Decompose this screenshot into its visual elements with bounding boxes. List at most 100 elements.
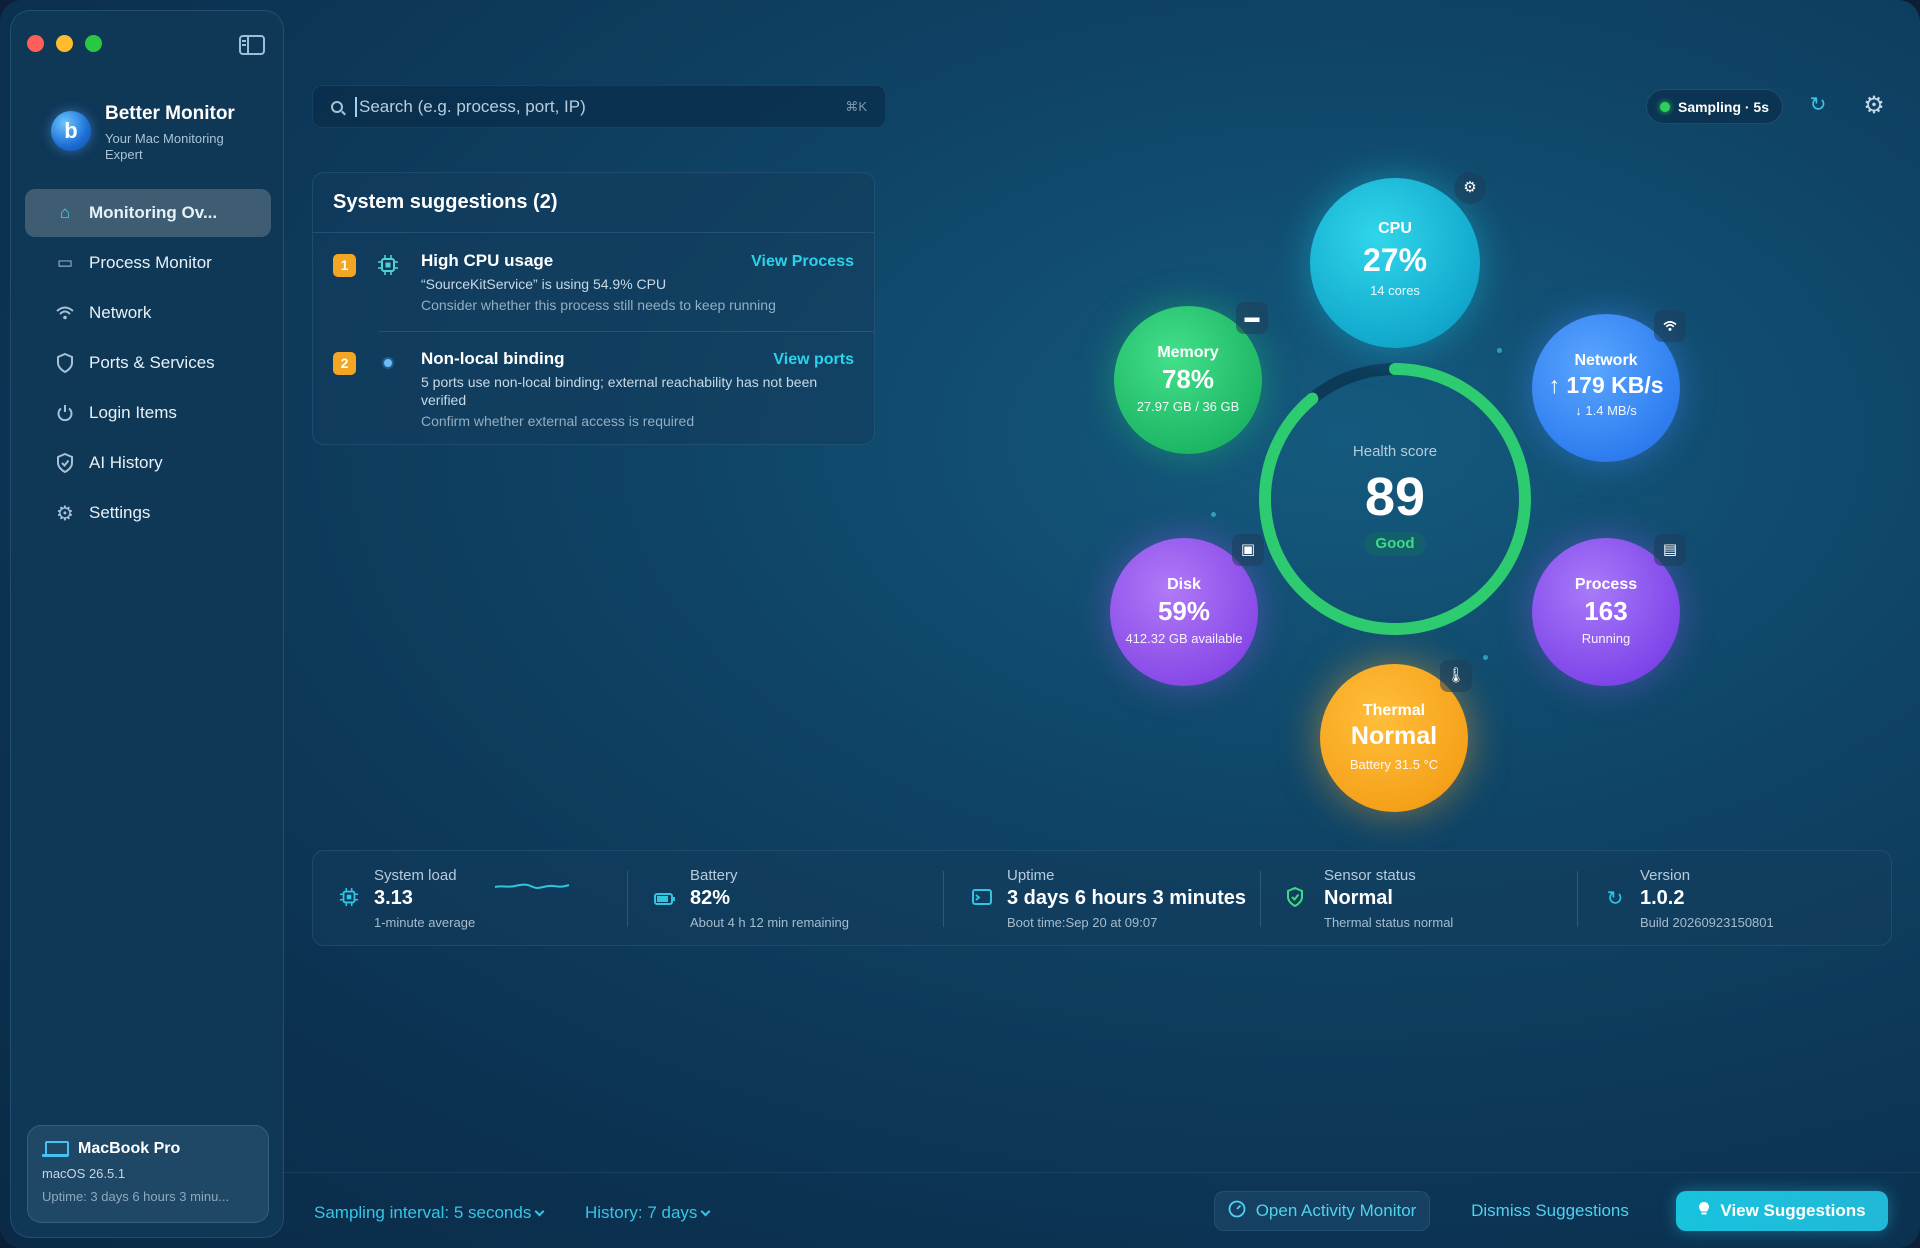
cpu-bubble[interactable]: ⚙ CPU 27% 14 cores [1310, 172, 1486, 348]
sidebar-item-label: Settings [89, 503, 151, 522]
sidebar-toggle-icon[interactable] [239, 35, 265, 55]
stat-version: ↻ Version 1.0.2 Build 20260923150801 [1579, 865, 1879, 935]
stat-sub: Boot time:Sep 20 at 09:07 [1007, 915, 1158, 930]
load-sparkline [494, 883, 570, 889]
minimize-window-button[interactable] [56, 35, 73, 52]
disk-bubble[interactable]: ▣ Disk 59% 412.32 GB available [1110, 534, 1264, 686]
dismiss-suggestions-button[interactable]: Dismiss Suggestions [1462, 1191, 1638, 1231]
open-activity-monitor-label: Open Activity Monitor [1255, 1201, 1417, 1220]
wifi-icon [1654, 310, 1686, 342]
settings-gear-icon[interactable]: ⚙ [1863, 92, 1885, 119]
thermal-bubble[interactable]: 🌡 Thermal Normal Battery 31.5 °C [1320, 660, 1472, 812]
app-name: Better Monitor [105, 103, 235, 124]
suggestion-description: 5 ports use non-local binding; external … [421, 374, 818, 408]
health-score-ring [1259, 363, 1531, 635]
footer-bar: Sampling interval: 5 seconds History: 7 … [284, 1172, 1920, 1248]
sidebar-item-label: Login Items [89, 403, 177, 422]
brand: b Better Monitor Your Mac Monitoring Exp… [51, 103, 255, 163]
search-shortcut: ⌘K [845, 98, 867, 114]
sidebar-item-label: Process Monitor [89, 253, 212, 272]
memory-bubble[interactable]: ▬ Memory 78% 27.97 GB / 36 GB [1114, 302, 1268, 454]
stat-value: 82% [690, 887, 731, 909]
network-bubble[interactable]: Network ↑ 179 KB/s ↓ 1.4 MB/s [1532, 310, 1686, 462]
refresh-icon: ↻ [1606, 888, 1624, 910]
sidebar-item-label: AI History [89, 453, 163, 472]
stat-label: Uptime [1007, 867, 1055, 884]
device-os: macOS 26.5.1 [42, 1166, 126, 1181]
laptop-icon [42, 1141, 69, 1157]
monitor-icon: ▭ [56, 253, 74, 272]
app-tagline: Your Mac Monitoring Expert [105, 131, 224, 162]
sidebar-item-label: Monitoring Ov... [89, 203, 218, 222]
history-dropdown[interactable]: History: 7 days [585, 1203, 711, 1223]
suggestion-item: 2 Non-local binding View ports 5 ports u… [333, 349, 854, 435]
process-value: 163 [1584, 596, 1628, 626]
memory-value: 78% [1161, 364, 1215, 394]
dismiss-suggestions-label: Dismiss Suggestions [1471, 1201, 1629, 1220]
stat-value: 3.13 [374, 887, 413, 909]
stat-uptime: Uptime 3 days 6 hours 3 minutes Boot tim… [946, 865, 1246, 935]
close-window-button[interactable] [27, 35, 44, 52]
sidebar-item-process-monitor[interactable]: ▭ Process Monitor [25, 239, 271, 287]
network-label: Network [1574, 352, 1638, 369]
stat-label: Battery [690, 867, 738, 884]
sidebar-item-network[interactable]: Network [25, 289, 271, 337]
system-stats-bar: System load 3.13 1-minute average Batter… [312, 850, 1892, 946]
divider [1260, 871, 1261, 927]
view-ports-link[interactable]: View ports [773, 351, 854, 368]
view-suggestions-label: View Suggestions [1720, 1201, 1866, 1220]
power-icon [55, 403, 75, 423]
device-card: MacBook Pro macOS 26.5.1 Uptime: 3 days … [27, 1125, 269, 1223]
shield-icon [55, 353, 75, 373]
disk-icon: ▣ [1232, 534, 1264, 566]
process-label: Process [1574, 576, 1638, 593]
sidebar-item-login-items[interactable]: Login Items [25, 389, 271, 437]
view-suggestions-button[interactable]: View Suggestions [1676, 1191, 1888, 1231]
battery-icon [653, 887, 677, 911]
window-controls [27, 35, 102, 52]
sparkle-dot [1497, 348, 1502, 353]
stat-sub: 1-minute average [374, 915, 476, 930]
health-score-value: 89 [1364, 467, 1426, 527]
sidebar-item-monitoring-overview[interactable]: ⌂ Monitoring Ov... [25, 189, 271, 237]
zoom-window-button[interactable] [85, 35, 102, 52]
divider [627, 871, 628, 927]
memory-sub: 27.97 GB / 36 GB [1136, 399, 1240, 414]
stat-label: Version [1640, 867, 1691, 884]
stat-system-load: System load 3.13 1-minute average [313, 865, 613, 935]
stat-value: Normal [1324, 887, 1393, 909]
history-label: History: 7 days [585, 1203, 698, 1222]
view-process-link[interactable]: View Process [751, 253, 854, 270]
disk-value: 59% [1157, 596, 1211, 626]
stat-sub: Build 20260923150801 [1640, 915, 1774, 930]
sidebar-item-settings[interactable]: ⚙ Settings [25, 489, 271, 537]
sidebar-item-label: Ports & Services [89, 353, 215, 372]
ring-progress [1259, 363, 1531, 635]
suggestion-hint: Consider whether this process still need… [421, 297, 776, 313]
stat-battery: Battery 82% About 4 h 12 min remaining [629, 865, 929, 935]
app-logo-icon: b [51, 111, 91, 151]
terminal-icon: ▤ [1654, 534, 1686, 566]
sampling-status-label: Sampling · 5s [1677, 98, 1770, 115]
divider [1577, 871, 1578, 927]
dot-icon [377, 352, 399, 374]
refresh-icon[interactable]: ↻ [1809, 94, 1827, 116]
sidebar-item-ports-services[interactable]: Ports & Services [25, 339, 271, 387]
cpu-value: 27% [1362, 242, 1428, 278]
network-download: ↓ 1.4 MB/s [1575, 403, 1637, 418]
gauge-icon [1228, 1200, 1246, 1223]
sidebar-item-label: Network [89, 303, 152, 322]
stat-sub: About 4 h 12 min remaining [690, 915, 849, 930]
search-input[interactable] [355, 96, 846, 117]
process-bubble[interactable]: ▤ Process 163 Running [1532, 534, 1686, 686]
suggestion-title: Non-local binding [421, 349, 565, 368]
stat-sensor-status: Sensor status Normal Thermal status norm… [1263, 865, 1563, 935]
search-icon [331, 100, 343, 113]
sampling-status-pill[interactable]: Sampling · 5s [1646, 89, 1783, 124]
sampling-interval-dropdown[interactable]: Sampling interval: 5 seconds [314, 1203, 545, 1223]
thermal-value: Normal [1350, 722, 1438, 750]
sidebar-item-ai-history[interactable]: AI History [25, 439, 271, 487]
suggestion-hint: Confirm whether external access is requi… [421, 413, 695, 429]
open-activity-monitor-button[interactable]: Open Activity Monitor [1214, 1191, 1430, 1231]
cpu-chip-icon [377, 254, 399, 276]
